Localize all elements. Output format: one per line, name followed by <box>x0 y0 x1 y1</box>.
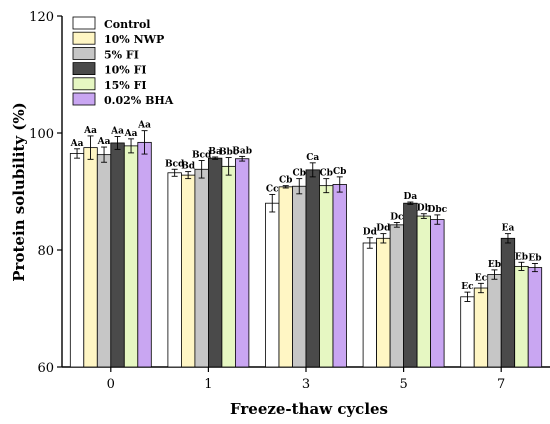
significance-label: Aa <box>83 126 97 136</box>
significance-label: Aa <box>97 137 111 147</box>
y-tick-label: 80 <box>37 244 54 259</box>
bar <box>389 224 405 368</box>
legend-swatch <box>72 31 96 45</box>
bar <box>416 215 432 368</box>
bar <box>180 174 196 368</box>
legend-label: 5% FI <box>104 48 139 61</box>
significance-label: Aa <box>110 127 124 137</box>
significance-label: Cb <box>320 169 333 179</box>
bar <box>460 296 475 368</box>
significance-label: Cc <box>266 184 279 194</box>
significance-label: Bd <box>181 162 196 172</box>
bar <box>123 145 139 368</box>
legend-swatch <box>72 47 96 60</box>
bar <box>207 157 223 368</box>
bar <box>234 158 250 368</box>
significance-label: Ca <box>306 153 319 163</box>
bar <box>362 242 378 368</box>
bars-layer <box>69 130 543 368</box>
x-tick-label: 3 <box>302 377 310 392</box>
bar <box>305 169 320 368</box>
significance-label: Aa <box>137 121 151 131</box>
bar <box>403 202 418 368</box>
y-tick-label: 60 <box>37 361 54 376</box>
bar <box>96 154 112 368</box>
legend-label: 10% NWP <box>104 33 164 46</box>
significance-label: Ec <box>475 273 488 283</box>
bar <box>332 184 347 368</box>
significance-label: Bab <box>232 146 252 156</box>
y-tick-label: 100 <box>29 127 54 142</box>
bar <box>430 219 445 368</box>
significance-label: Ba <box>208 147 222 157</box>
legend-label: Control <box>104 18 150 31</box>
bar <box>69 153 85 368</box>
legend: Control 10% NWP 5% FI 10% FI 15% FI 0.02% BHA <box>72 16 174 107</box>
significance-label: Db <box>417 204 431 214</box>
bar <box>500 237 516 368</box>
bar <box>167 172 182 368</box>
bar <box>278 186 293 368</box>
legend-swatch <box>72 16 96 30</box>
significance-label: Cb <box>333 167 346 177</box>
significance-label: Ec <box>461 282 474 292</box>
x-tick-label: 1 <box>204 377 212 392</box>
x-tick-label: 5 <box>399 377 407 392</box>
significance-label: Bcd <box>165 159 185 169</box>
x-tick-label: 0 <box>107 377 115 392</box>
legend-swatch <box>72 92 96 106</box>
bar <box>292 185 307 368</box>
significance-label: Eb <box>528 253 541 263</box>
significance-label: Dd <box>376 224 391 234</box>
y-axis-title: Protein solubility (%) <box>10 102 28 281</box>
significance-label: Dbc <box>428 205 448 215</box>
legend-swatch <box>72 77 96 91</box>
significance-label: Cb <box>279 176 292 186</box>
significance-label: Da <box>404 192 418 202</box>
legend-swatch <box>72 62 96 75</box>
x-axis-title: Freeze-thaw cycles <box>230 400 388 418</box>
y-tick-label: 120 <box>29 10 54 25</box>
x-tick-label: 7 <box>497 377 505 392</box>
bar <box>137 141 152 368</box>
significance-label: Eb <box>488 260 501 270</box>
significance-label: Cb <box>293 169 306 179</box>
bar <box>527 267 543 368</box>
bar <box>265 202 280 368</box>
significance-label: Bbc <box>219 148 239 158</box>
significance-label: Bcd <box>192 150 212 160</box>
legend-label: 15% FI <box>104 79 147 92</box>
bar <box>194 168 209 368</box>
bar <box>473 287 489 368</box>
bar <box>487 274 502 368</box>
bar <box>221 165 236 368</box>
bar <box>110 142 125 368</box>
bar <box>83 147 98 368</box>
significance-label: Aa <box>70 139 84 149</box>
significance-label: Ea <box>502 224 515 234</box>
bar <box>319 185 334 368</box>
legend-label: 10% FI <box>104 64 147 77</box>
bar <box>376 237 391 368</box>
significance-label: Eb <box>515 252 528 262</box>
bar <box>514 265 529 368</box>
significance-label: Dd <box>363 228 378 238</box>
significance-label: Aa <box>124 129 138 139</box>
significance-label: Dc <box>390 213 404 223</box>
legend-label: 0.02% BHA <box>104 94 174 107</box>
